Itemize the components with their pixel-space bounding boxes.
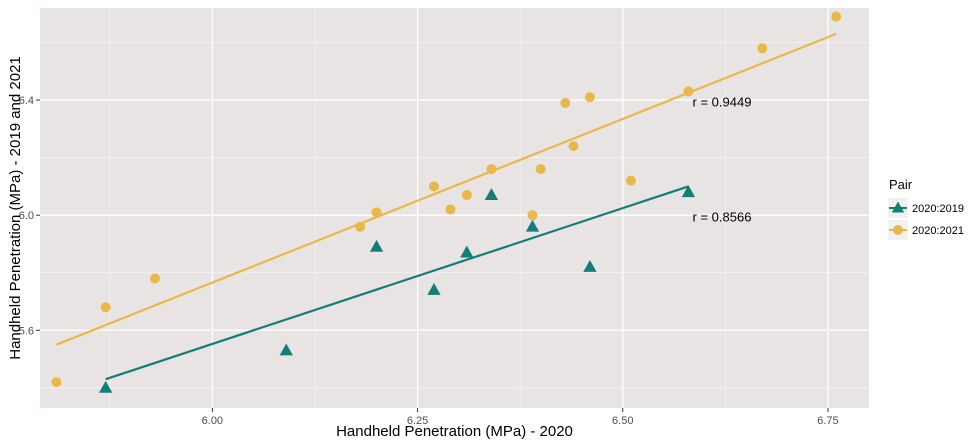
y-tick-label: 6.0	[19, 210, 34, 222]
point-series-2	[371, 207, 382, 218]
point-series-1	[460, 245, 474, 258]
point-series-2	[560, 97, 571, 108]
fit-line-1	[105, 185, 689, 381]
x-axis-ticks: 6.00 6.25 6.50 6.75	[202, 408, 839, 427]
y-tick-label: 6.4	[19, 95, 34, 107]
point-series-2	[149, 273, 160, 284]
x-tick-label: 6.25	[407, 415, 428, 427]
legend-label-1: 2020:2019	[912, 203, 964, 215]
point-series-2	[568, 141, 579, 152]
point-series-1	[583, 259, 597, 272]
point-series-1	[525, 219, 540, 232]
x-tick-label: 6.75	[817, 415, 838, 427]
y-axis-title: Handheld Penetration (MPa) - 2019 and 20…	[7, 56, 24, 360]
point-series-2	[355, 221, 366, 232]
point-series-2	[461, 190, 472, 201]
legend-key-marker-2	[893, 225, 903, 235]
x-axis-title: Handheld Penetration (MPa) - 2020	[336, 423, 573, 440]
data-points	[51, 11, 842, 393]
legend: Pair 2020:2019 2020:2021	[888, 177, 964, 240]
legend-key-marker-1	[891, 201, 905, 213]
point-series-1	[279, 343, 293, 356]
point-series-2	[100, 302, 111, 313]
point-series-2	[683, 86, 694, 97]
point-series-2	[486, 164, 497, 175]
legend-title: Pair	[889, 177, 913, 192]
point-series-1	[681, 185, 696, 198]
point-series-2	[831, 11, 842, 22]
point-series-2	[584, 92, 595, 103]
y-tick-label: 5.6	[19, 325, 34, 337]
point-series-2	[535, 164, 546, 175]
point-series-1	[369, 239, 384, 252]
fit-lines	[56, 32, 837, 381]
point-series-2	[757, 43, 768, 54]
x-tick-label: 6.00	[202, 415, 223, 427]
point-series-1	[484, 188, 499, 200]
legend-label-2: 2020:2021	[912, 225, 964, 237]
minor-gridlines	[40, 8, 869, 408]
point-series-2	[51, 377, 62, 388]
point-series-1	[427, 283, 441, 295]
annotations: r = 0.8566 r = 0.9449	[693, 95, 752, 225]
point-series-2	[428, 181, 439, 192]
y-axis-ticks: 5.6 6.0 6.4	[19, 95, 40, 337]
point-series-2	[445, 204, 456, 215]
correlation-label-1: r = 0.8566	[693, 210, 752, 225]
point-series-2	[625, 175, 636, 186]
x-tick-label: 6.50	[612, 415, 633, 427]
fit-line-2	[56, 32, 837, 346]
point-series-2	[527, 210, 538, 221]
correlation-label-2: r = 0.9449	[693, 95, 752, 110]
point-series-1	[99, 380, 113, 393]
